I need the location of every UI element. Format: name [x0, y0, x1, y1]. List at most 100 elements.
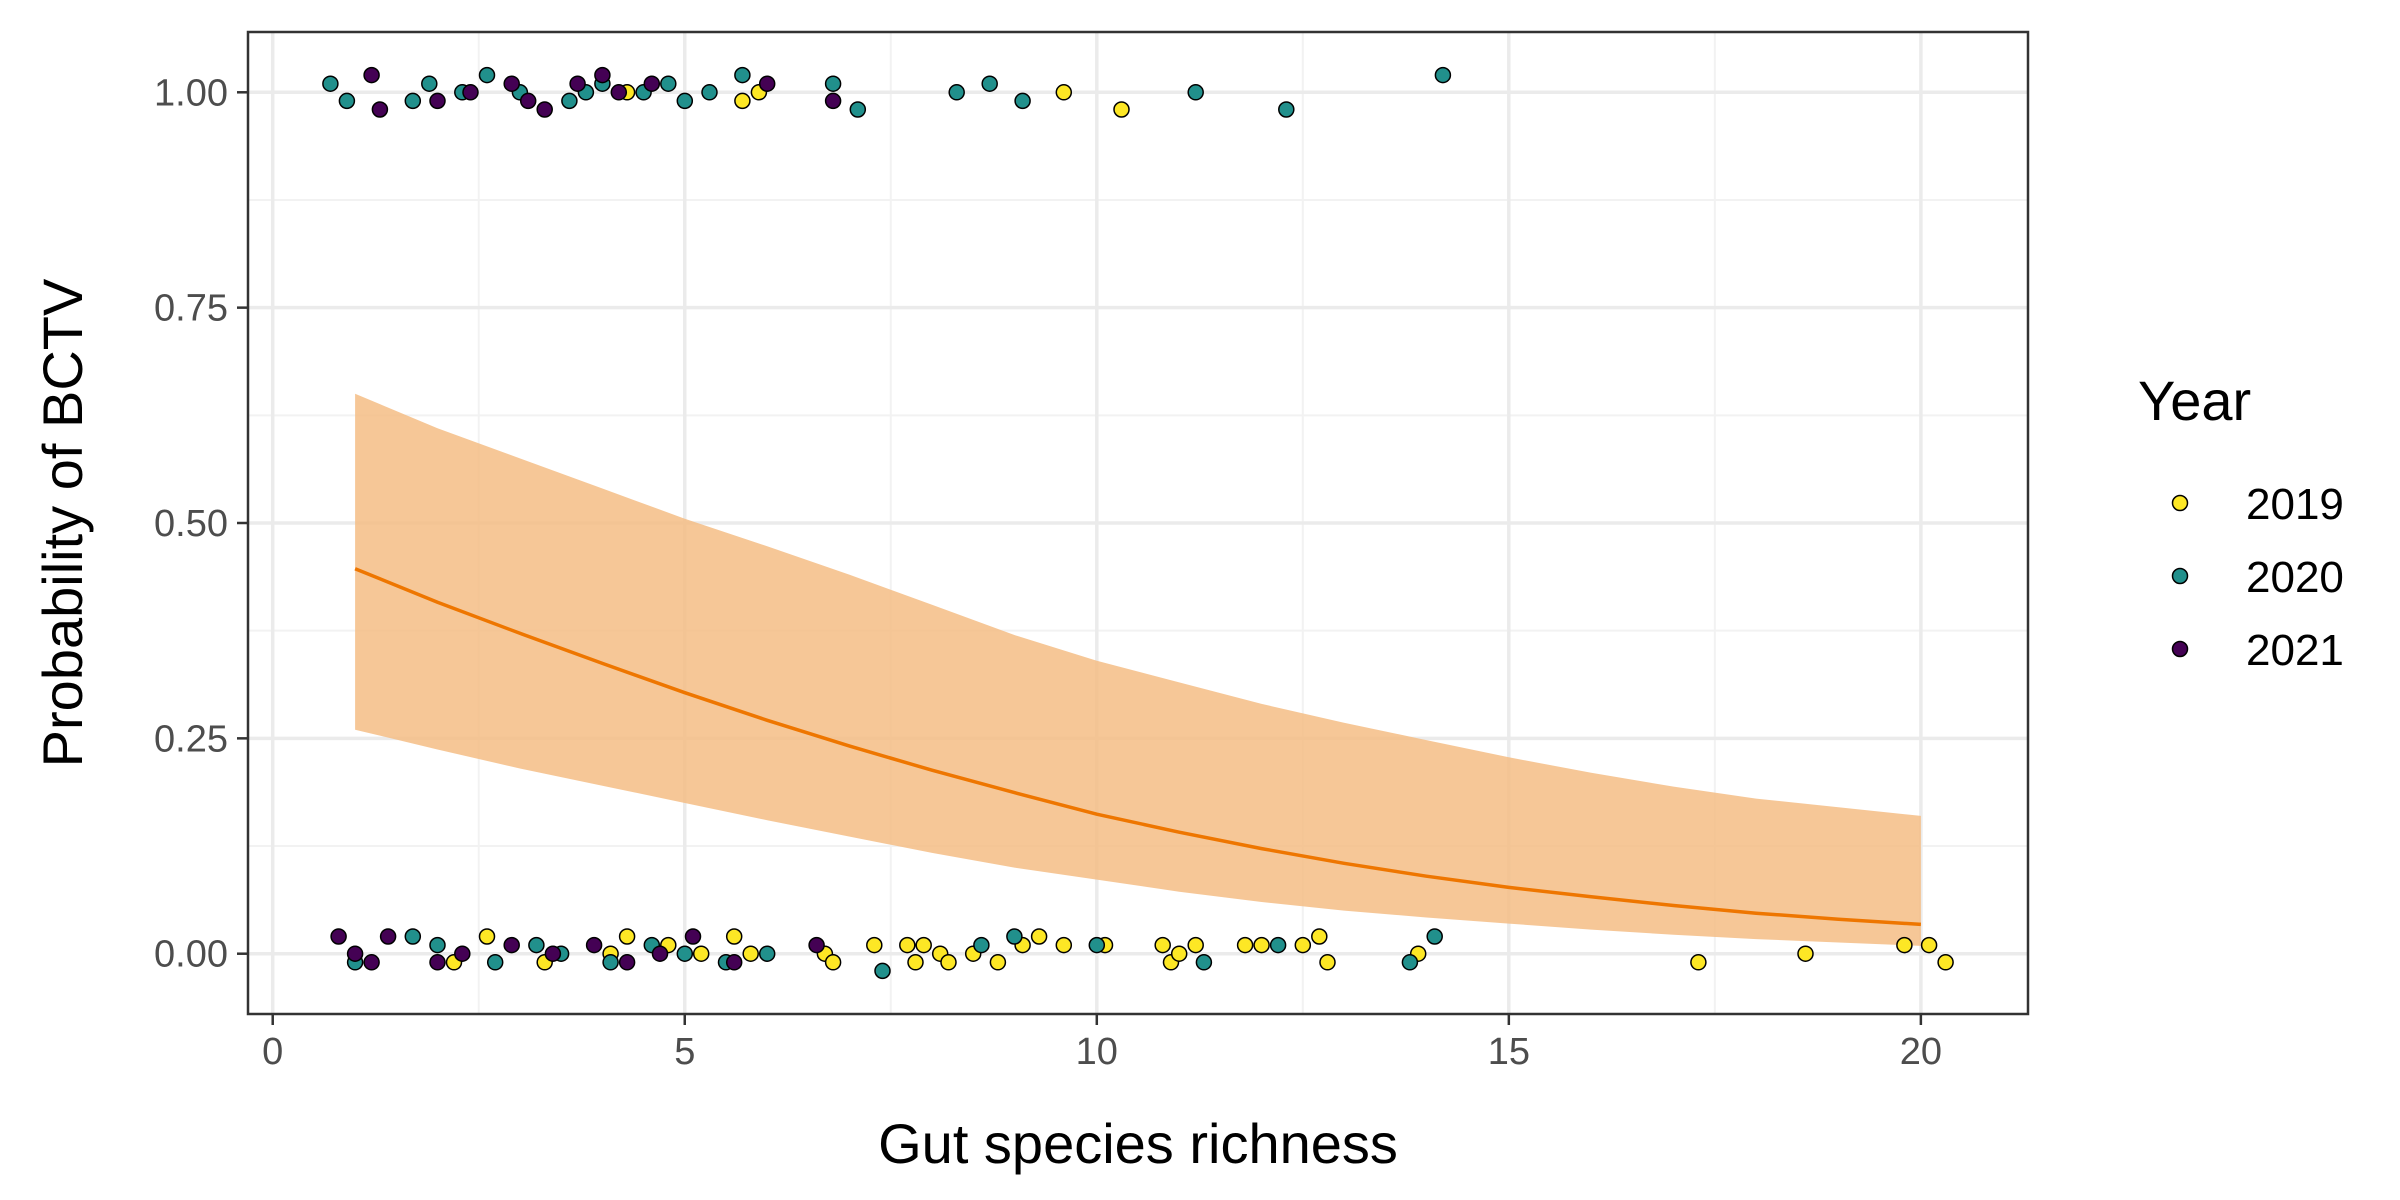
data-point	[610, 84, 628, 101]
data-point	[725, 954, 743, 971]
data-point	[1170, 945, 1188, 962]
legend-key	[2171, 640, 2189, 658]
x-tick-label: 0	[262, 1031, 283, 1073]
data-point	[330, 928, 347, 945]
data-point	[363, 954, 380, 971]
x-tick-label: 10	[1076, 1031, 1118, 1073]
data-point	[660, 75, 677, 92]
y-tick-label: 1.00	[154, 72, 228, 114]
data-point	[478, 66, 496, 84]
y-tick-label: 0.50	[154, 503, 228, 545]
data-point	[536, 101, 553, 118]
data-point	[618, 928, 636, 945]
data-point	[874, 962, 891, 980]
data-point	[569, 75, 586, 92]
data-point	[1401, 954, 1419, 971]
data-point	[585, 936, 603, 954]
data-point	[899, 936, 916, 954]
data-point	[1311, 928, 1328, 945]
data-point	[981, 75, 998, 92]
points-layer	[322, 66, 1954, 980]
data-point	[338, 92, 356, 110]
data-point	[363, 66, 380, 84]
data-point	[346, 945, 364, 962]
legend-key	[2171, 567, 2189, 585]
data-point	[421, 75, 438, 92]
data-point	[758, 945, 776, 962]
data-point	[676, 92, 694, 110]
legend-entry-2021: 2021	[2171, 626, 2344, 675]
data-point	[915, 936, 932, 954]
data-point	[544, 945, 562, 962]
data-point	[1690, 954, 1707, 971]
series-2021	[330, 66, 842, 971]
data-point	[1294, 936, 1312, 954]
data-point	[973, 936, 990, 954]
y-tick-label: 0.25	[154, 718, 228, 760]
fitted-line	[354, 567, 1922, 927]
data-point	[824, 75, 842, 92]
data-point	[1154, 936, 1171, 954]
legend-title: Year	[2138, 369, 2251, 432]
x-tick-label: 5	[674, 1031, 695, 1073]
confidence-ribbon	[355, 393, 1921, 946]
legend-entry-2020: 2020	[2171, 553, 2344, 602]
legend-label: 2020	[2246, 553, 2344, 602]
legend-key	[2171, 494, 2189, 512]
legend-entries: 2019 2020 2021	[2171, 480, 2344, 675]
x-tick-label: 15	[1488, 1031, 1530, 1073]
data-point	[486, 954, 504, 971]
data-point	[692, 945, 710, 962]
data-point	[1055, 84, 1073, 101]
fit-layer	[354, 393, 1922, 946]
data-point	[1014, 92, 1031, 110]
x-axis-title: Gut species richness	[878, 1112, 1398, 1175]
data-point	[684, 928, 702, 945]
data-point	[503, 936, 520, 954]
data-point	[725, 928, 743, 945]
data-point	[404, 928, 422, 945]
data-point	[561, 92, 578, 110]
data-point	[643, 75, 661, 92]
data-point	[1319, 954, 1336, 971]
legend: Year 2019 2020 2021	[2138, 369, 2344, 675]
data-point	[824, 92, 842, 110]
data-point	[1937, 954, 1954, 971]
data-point	[478, 928, 496, 945]
x-tick-label: 20	[1900, 1031, 1942, 1073]
y-tick-label: 0.75	[154, 288, 228, 330]
data-point	[1426, 928, 1443, 945]
data-point	[989, 954, 1007, 971]
series-2019	[445, 84, 1954, 971]
data-point	[1187, 936, 1204, 954]
data-point	[1088, 936, 1106, 954]
data-point	[1187, 84, 1204, 101]
data-point	[1055, 936, 1073, 954]
data-point	[1030, 928, 1048, 945]
data-point	[824, 954, 842, 971]
data-point	[462, 84, 479, 101]
data-point	[734, 92, 751, 110]
data-point	[1253, 936, 1270, 954]
legend-entry-2019: 2019	[2171, 480, 2344, 529]
data-point	[322, 75, 339, 92]
data-point	[404, 92, 422, 110]
axes: 0 5 10 15 20 0.00 0.25 0.50 0.75 1.00	[154, 72, 1942, 1073]
data-point	[1269, 936, 1287, 954]
data-point	[808, 936, 825, 954]
data-point	[907, 954, 924, 971]
data-point	[1236, 936, 1254, 954]
data-point	[503, 75, 520, 92]
data-point	[1896, 936, 1913, 954]
data-point	[528, 936, 545, 954]
legend-label: 2021	[2246, 626, 2344, 675]
data-point	[1278, 101, 1295, 118]
data-point	[454, 945, 471, 962]
data-point	[651, 945, 669, 962]
data-point	[371, 101, 389, 118]
data-point	[429, 954, 446, 971]
data-point	[1797, 945, 1814, 962]
data-point	[849, 101, 867, 118]
y-axis-title: Probability of BCTV	[31, 278, 94, 767]
